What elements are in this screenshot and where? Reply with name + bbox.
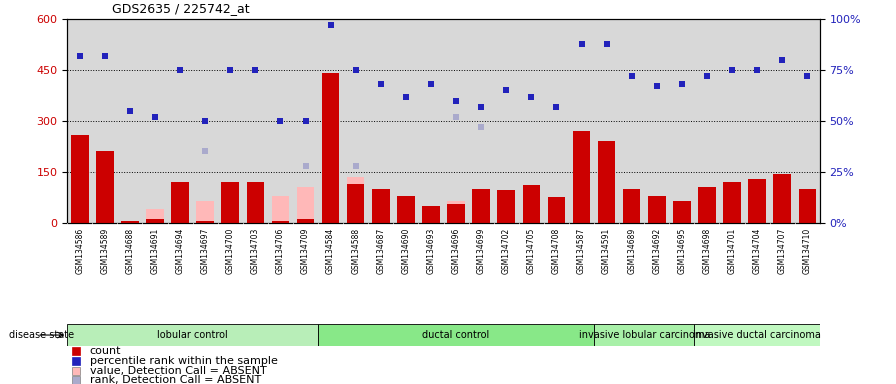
Bar — [497, 190, 515, 223]
Bar — [447, 201, 465, 223]
FancyBboxPatch shape — [67, 324, 318, 346]
Bar — [221, 182, 239, 223]
Bar — [297, 219, 314, 223]
Bar — [573, 131, 590, 223]
Bar — [196, 201, 214, 223]
Text: percentile rank within the sample: percentile rank within the sample — [90, 356, 278, 366]
Text: rank, Detection Call = ABSENT: rank, Detection Call = ABSENT — [90, 375, 261, 384]
Text: lobular control: lobular control — [158, 330, 228, 340]
Text: GDS2635 / 225742_at: GDS2635 / 225742_at — [112, 2, 250, 15]
Text: GSM134699: GSM134699 — [477, 228, 486, 274]
Bar — [698, 187, 716, 223]
Bar — [271, 195, 289, 223]
Text: GSM134687: GSM134687 — [376, 228, 385, 274]
Bar — [372, 189, 390, 223]
Bar — [547, 197, 565, 223]
Text: GSM134586: GSM134586 — [75, 228, 84, 274]
Text: GSM134701: GSM134701 — [728, 228, 737, 274]
Bar — [96, 152, 114, 223]
Bar — [246, 182, 264, 223]
Bar — [71, 134, 89, 223]
FancyBboxPatch shape — [694, 324, 820, 346]
Bar — [121, 221, 139, 223]
Text: GSM134702: GSM134702 — [502, 228, 511, 274]
Bar — [472, 189, 490, 223]
Bar — [648, 195, 666, 223]
Bar — [322, 73, 340, 223]
Text: GSM134698: GSM134698 — [702, 228, 711, 274]
Bar — [798, 189, 816, 223]
Bar — [171, 182, 189, 223]
Text: GSM134689: GSM134689 — [627, 228, 636, 274]
Bar — [347, 177, 365, 223]
Bar — [347, 184, 365, 223]
Bar — [748, 179, 766, 223]
Text: GSM134588: GSM134588 — [351, 228, 360, 274]
Text: GSM134693: GSM134693 — [426, 228, 435, 274]
Text: GSM134708: GSM134708 — [552, 228, 561, 274]
Bar — [447, 204, 465, 223]
Bar — [196, 221, 214, 223]
Text: GSM134697: GSM134697 — [201, 228, 210, 274]
Text: invasive ductal carcinoma: invasive ductal carcinoma — [694, 330, 821, 340]
Bar — [422, 206, 440, 223]
Text: GSM134703: GSM134703 — [251, 228, 260, 274]
Bar — [146, 219, 164, 223]
Bar — [623, 189, 641, 223]
Text: GSM134690: GSM134690 — [401, 228, 410, 274]
Bar — [723, 182, 741, 223]
Text: invasive lobular carcinoma: invasive lobular carcinoma — [579, 330, 710, 340]
Text: GSM134692: GSM134692 — [652, 228, 661, 274]
Text: GSM134707: GSM134707 — [778, 228, 787, 274]
FancyBboxPatch shape — [318, 324, 594, 346]
Bar — [598, 141, 616, 223]
Text: GSM134709: GSM134709 — [301, 228, 310, 274]
Text: GSM134688: GSM134688 — [125, 228, 134, 274]
Text: GSM134691: GSM134691 — [151, 228, 159, 274]
Text: count: count — [90, 346, 121, 356]
FancyBboxPatch shape — [594, 324, 694, 346]
Bar — [522, 185, 540, 223]
Bar — [397, 195, 415, 223]
Text: GSM134587: GSM134587 — [577, 228, 586, 274]
Text: GSM134706: GSM134706 — [276, 228, 285, 274]
Text: GSM134696: GSM134696 — [452, 228, 461, 274]
Text: GSM134705: GSM134705 — [527, 228, 536, 274]
Text: ductal control: ductal control — [422, 330, 490, 340]
Bar — [773, 174, 791, 223]
Text: GSM134695: GSM134695 — [677, 228, 686, 274]
Bar — [472, 206, 490, 223]
Text: GSM134710: GSM134710 — [803, 228, 812, 274]
Bar — [673, 201, 691, 223]
Bar — [146, 209, 164, 223]
Text: GSM134700: GSM134700 — [226, 228, 235, 274]
Bar — [271, 221, 289, 223]
Text: disease state: disease state — [9, 330, 74, 340]
Text: value, Detection Call = ABSENT: value, Detection Call = ABSENT — [90, 366, 266, 376]
Text: GSM134704: GSM134704 — [753, 228, 762, 274]
Text: GSM134589: GSM134589 — [100, 228, 109, 274]
Text: GSM134591: GSM134591 — [602, 228, 611, 274]
Text: GSM134584: GSM134584 — [326, 228, 335, 274]
Bar — [297, 187, 314, 223]
Text: GSM134694: GSM134694 — [176, 228, 185, 274]
